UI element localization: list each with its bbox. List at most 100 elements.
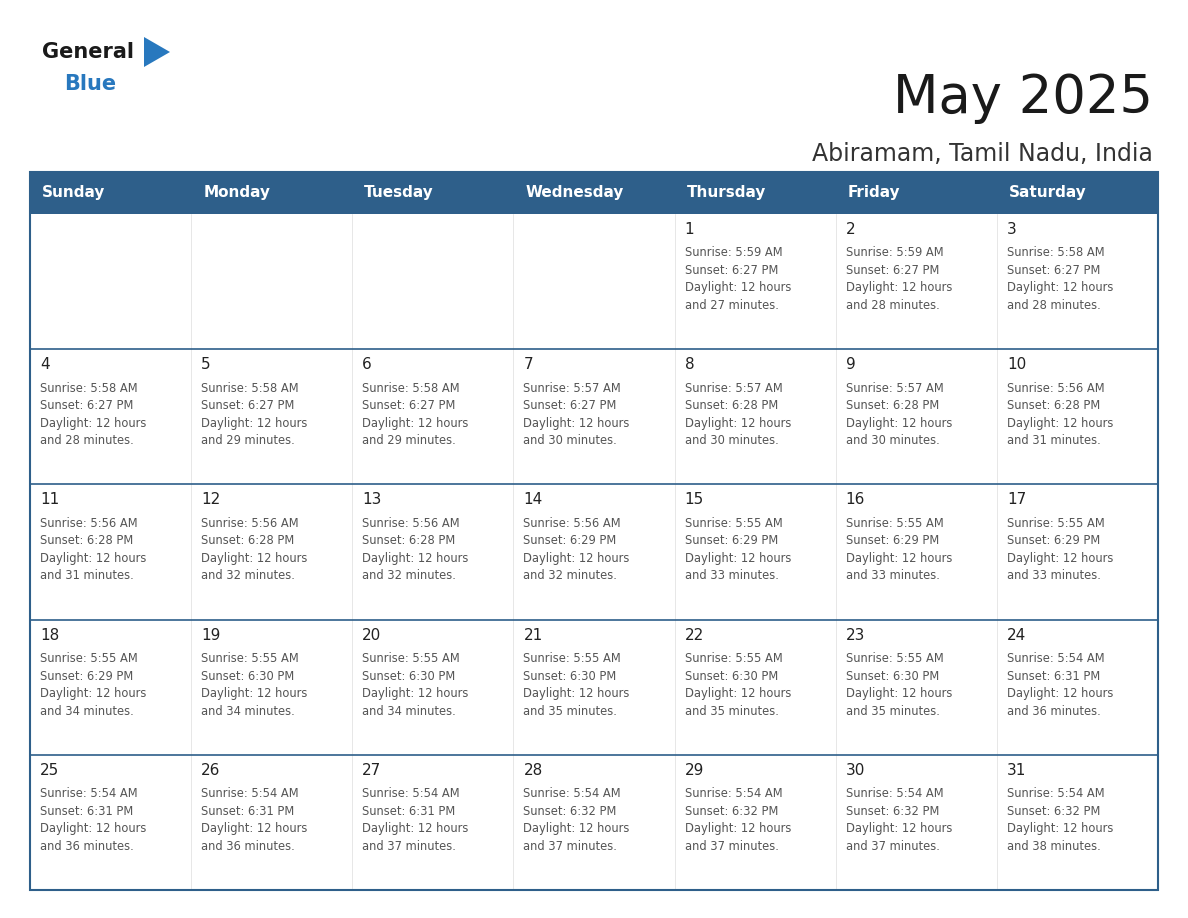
Text: Sunset: 6:27 PM: Sunset: 6:27 PM — [524, 399, 617, 412]
Text: Daylight: 12 hours: Daylight: 12 hours — [684, 282, 791, 295]
Text: 17: 17 — [1007, 492, 1026, 508]
Text: and 34 minutes.: and 34 minutes. — [40, 705, 134, 718]
Text: Sunset: 6:28 PM: Sunset: 6:28 PM — [684, 399, 778, 412]
Text: and 28 minutes.: and 28 minutes. — [40, 434, 134, 447]
Text: 31: 31 — [1007, 763, 1026, 778]
Bar — [675, 214, 835, 349]
Text: Sunrise: 5:57 AM: Sunrise: 5:57 AM — [846, 382, 943, 395]
Bar — [30, 172, 191, 214]
Text: Sunrise: 5:54 AM: Sunrise: 5:54 AM — [362, 788, 460, 800]
Bar — [997, 214, 1158, 349]
Text: and 32 minutes.: and 32 minutes. — [524, 569, 618, 582]
Text: Sunset: 6:30 PM: Sunset: 6:30 PM — [362, 669, 455, 683]
Text: Sunset: 6:29 PM: Sunset: 6:29 PM — [846, 534, 939, 547]
Text: Sunrise: 5:56 AM: Sunrise: 5:56 AM — [40, 517, 138, 530]
Text: and 34 minutes.: and 34 minutes. — [201, 705, 295, 718]
Text: Sunrise: 5:55 AM: Sunrise: 5:55 AM — [40, 652, 138, 666]
Text: 7: 7 — [524, 357, 533, 372]
Text: and 28 minutes.: and 28 minutes. — [846, 299, 940, 312]
Text: Daylight: 12 hours: Daylight: 12 hours — [1007, 282, 1113, 295]
Bar — [353, 214, 513, 349]
Bar — [513, 172, 675, 214]
Text: Thursday: Thursday — [687, 185, 766, 200]
Bar — [30, 214, 191, 349]
Text: and 37 minutes.: and 37 minutes. — [846, 840, 940, 853]
Text: Daylight: 12 hours: Daylight: 12 hours — [201, 823, 308, 835]
Text: Daylight: 12 hours: Daylight: 12 hours — [1007, 823, 1113, 835]
Text: Daylight: 12 hours: Daylight: 12 hours — [846, 687, 952, 700]
Text: Sunrise: 5:55 AM: Sunrise: 5:55 AM — [1007, 517, 1105, 530]
Text: and 37 minutes.: and 37 minutes. — [362, 840, 456, 853]
Text: Daylight: 12 hours: Daylight: 12 hours — [362, 687, 468, 700]
Text: Sunset: 6:30 PM: Sunset: 6:30 PM — [846, 669, 939, 683]
Bar — [513, 485, 675, 620]
Bar — [675, 349, 835, 485]
Text: Sunset: 6:28 PM: Sunset: 6:28 PM — [1007, 399, 1100, 412]
Bar — [835, 755, 997, 890]
Text: Sunset: 6:27 PM: Sunset: 6:27 PM — [362, 399, 456, 412]
Text: Sunrise: 5:54 AM: Sunrise: 5:54 AM — [40, 788, 138, 800]
Text: Daylight: 12 hours: Daylight: 12 hours — [1007, 417, 1113, 430]
Text: Sunrise: 5:59 AM: Sunrise: 5:59 AM — [684, 247, 782, 260]
Text: 30: 30 — [846, 763, 865, 778]
Text: and 33 minutes.: and 33 minutes. — [684, 569, 778, 582]
Bar — [191, 620, 353, 755]
Bar — [30, 349, 191, 485]
Text: Sunset: 6:32 PM: Sunset: 6:32 PM — [846, 805, 939, 818]
Text: Daylight: 12 hours: Daylight: 12 hours — [1007, 687, 1113, 700]
Text: and 29 minutes.: and 29 minutes. — [201, 434, 295, 447]
Text: and 38 minutes.: and 38 minutes. — [1007, 840, 1100, 853]
Bar — [30, 172, 1158, 890]
Text: Sunrise: 5:55 AM: Sunrise: 5:55 AM — [684, 517, 783, 530]
Text: Sunrise: 5:55 AM: Sunrise: 5:55 AM — [846, 652, 943, 666]
Text: 22: 22 — [684, 628, 703, 643]
Text: Sunset: 6:28 PM: Sunset: 6:28 PM — [846, 399, 939, 412]
Text: 4: 4 — [40, 357, 50, 372]
Text: Sunset: 6:27 PM: Sunset: 6:27 PM — [201, 399, 295, 412]
Text: Monday: Monday — [203, 185, 270, 200]
Text: Daylight: 12 hours: Daylight: 12 hours — [40, 823, 146, 835]
Text: 20: 20 — [362, 628, 381, 643]
Text: Daylight: 12 hours: Daylight: 12 hours — [684, 823, 791, 835]
Text: Sunrise: 5:55 AM: Sunrise: 5:55 AM — [524, 652, 621, 666]
Text: 5: 5 — [201, 357, 210, 372]
Text: and 36 minutes.: and 36 minutes. — [40, 840, 134, 853]
Text: and 36 minutes.: and 36 minutes. — [201, 840, 295, 853]
Text: 19: 19 — [201, 628, 221, 643]
Text: and 32 minutes.: and 32 minutes. — [201, 569, 295, 582]
Text: Sunrise: 5:59 AM: Sunrise: 5:59 AM — [846, 247, 943, 260]
Text: Sunrise: 5:55 AM: Sunrise: 5:55 AM — [846, 517, 943, 530]
Bar — [353, 755, 513, 890]
Text: Sunset: 6:32 PM: Sunset: 6:32 PM — [1007, 805, 1100, 818]
Text: Daylight: 12 hours: Daylight: 12 hours — [846, 282, 952, 295]
Text: Sunset: 6:28 PM: Sunset: 6:28 PM — [201, 534, 295, 547]
Text: Sunrise: 5:55 AM: Sunrise: 5:55 AM — [201, 652, 299, 666]
Text: 2: 2 — [846, 222, 855, 237]
Bar — [675, 485, 835, 620]
Text: Daylight: 12 hours: Daylight: 12 hours — [846, 552, 952, 565]
Text: and 30 minutes.: and 30 minutes. — [524, 434, 618, 447]
Text: May 2025: May 2025 — [893, 72, 1154, 124]
Text: Sunset: 6:30 PM: Sunset: 6:30 PM — [201, 669, 295, 683]
Text: and 30 minutes.: and 30 minutes. — [846, 434, 940, 447]
Text: Sunrise: 5:58 AM: Sunrise: 5:58 AM — [1007, 247, 1105, 260]
Text: Daylight: 12 hours: Daylight: 12 hours — [201, 417, 308, 430]
Text: and 35 minutes.: and 35 minutes. — [524, 705, 618, 718]
Text: 9: 9 — [846, 357, 855, 372]
Text: Sunset: 6:31 PM: Sunset: 6:31 PM — [1007, 669, 1100, 683]
Bar — [353, 620, 513, 755]
Text: Daylight: 12 hours: Daylight: 12 hours — [40, 417, 146, 430]
Text: 28: 28 — [524, 763, 543, 778]
Text: Sunset: 6:27 PM: Sunset: 6:27 PM — [1007, 264, 1100, 277]
Bar — [997, 755, 1158, 890]
Text: Daylight: 12 hours: Daylight: 12 hours — [684, 417, 791, 430]
Text: Sunrise: 5:54 AM: Sunrise: 5:54 AM — [684, 788, 782, 800]
Text: Daylight: 12 hours: Daylight: 12 hours — [1007, 552, 1113, 565]
Text: Daylight: 12 hours: Daylight: 12 hours — [362, 823, 468, 835]
Text: 1: 1 — [684, 222, 694, 237]
Bar — [353, 349, 513, 485]
Bar — [997, 620, 1158, 755]
Text: Sunrise: 5:58 AM: Sunrise: 5:58 AM — [40, 382, 138, 395]
Text: Sunrise: 5:56 AM: Sunrise: 5:56 AM — [362, 517, 460, 530]
Text: Sunrise: 5:54 AM: Sunrise: 5:54 AM — [524, 788, 621, 800]
